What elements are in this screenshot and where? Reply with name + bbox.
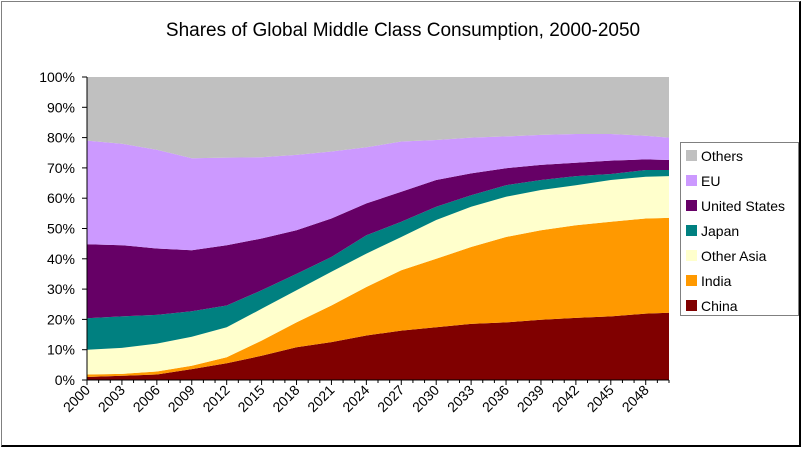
x-tick-label: 2003 bbox=[95, 382, 128, 415]
y-tick-label: 30% bbox=[47, 281, 75, 297]
chart-title: Shares of Global Middle Class Consumptio… bbox=[166, 20, 640, 41]
area-united-states bbox=[87, 159, 669, 319]
legend-swatch bbox=[686, 200, 697, 211]
legend-item-japan: Japan bbox=[686, 223, 739, 239]
x-tick-label: 2015 bbox=[234, 382, 267, 415]
y-tick-label: 70% bbox=[47, 160, 75, 176]
x-tick-label: 2012 bbox=[199, 382, 232, 415]
legend-item-other-asia: Other Asia bbox=[686, 248, 767, 264]
legend-swatch bbox=[686, 175, 697, 186]
legend-label: EU bbox=[701, 173, 720, 189]
x-tick-label: 2027 bbox=[374, 382, 407, 415]
legend-label: United States bbox=[701, 198, 785, 214]
x-tick-label: 2018 bbox=[269, 382, 302, 415]
x-tick-label: 2033 bbox=[444, 382, 477, 415]
legend-box bbox=[680, 142, 799, 316]
x-tick-label: 2021 bbox=[304, 382, 337, 415]
legend: Others EU United States Japan Other Asia Indi… bbox=[680, 142, 799, 316]
legend-item-india: India bbox=[686, 273, 732, 289]
plot-area bbox=[87, 77, 669, 380]
y-tick-label: 0% bbox=[55, 372, 75, 388]
x-tick-label: 2039 bbox=[514, 382, 547, 415]
legend-label: China bbox=[701, 298, 738, 314]
legend-label: India bbox=[701, 273, 732, 289]
legend-swatch bbox=[686, 250, 697, 261]
legend-item-united-states: United States bbox=[686, 198, 785, 214]
area-japan bbox=[87, 170, 669, 350]
legend-swatch bbox=[686, 150, 697, 161]
y-tick-label: 20% bbox=[47, 311, 75, 327]
x-tick-label: 2042 bbox=[549, 382, 582, 415]
x-tick-label: 2030 bbox=[409, 382, 442, 415]
y-tick-label: 90% bbox=[47, 99, 75, 115]
legend-label: Other Asia bbox=[701, 248, 767, 264]
area-india bbox=[87, 217, 669, 377]
y-tick-label: 50% bbox=[47, 221, 75, 237]
area-other-asia bbox=[87, 176, 669, 375]
x-tick-label: 2024 bbox=[339, 382, 372, 415]
x-tick-label: 2045 bbox=[584, 382, 617, 415]
y-tick-label: 100% bbox=[39, 69, 75, 85]
legend-swatch bbox=[686, 275, 697, 286]
legend-swatch bbox=[686, 225, 697, 236]
legend-label: Others bbox=[701, 148, 743, 164]
x-tick-label: 2009 bbox=[165, 382, 198, 415]
legend-swatch bbox=[686, 300, 697, 311]
area-eu bbox=[87, 134, 669, 251]
area-others bbox=[87, 77, 669, 159]
legend-item-others: Others bbox=[686, 148, 743, 164]
x-tick-label: 2048 bbox=[618, 382, 651, 415]
y-tick-label: 10% bbox=[47, 342, 75, 358]
legend-item-eu: EU bbox=[686, 173, 720, 189]
legend-label: Japan bbox=[701, 223, 739, 239]
x-tick-label: 2006 bbox=[130, 382, 163, 415]
y-tick-label: 40% bbox=[47, 251, 75, 267]
legend-item-china: China bbox=[686, 298, 738, 314]
area-china bbox=[87, 312, 669, 380]
y-tick-label: 80% bbox=[47, 130, 75, 146]
x-tick-label: 2036 bbox=[479, 382, 512, 415]
y-tick-label: 60% bbox=[47, 190, 75, 206]
